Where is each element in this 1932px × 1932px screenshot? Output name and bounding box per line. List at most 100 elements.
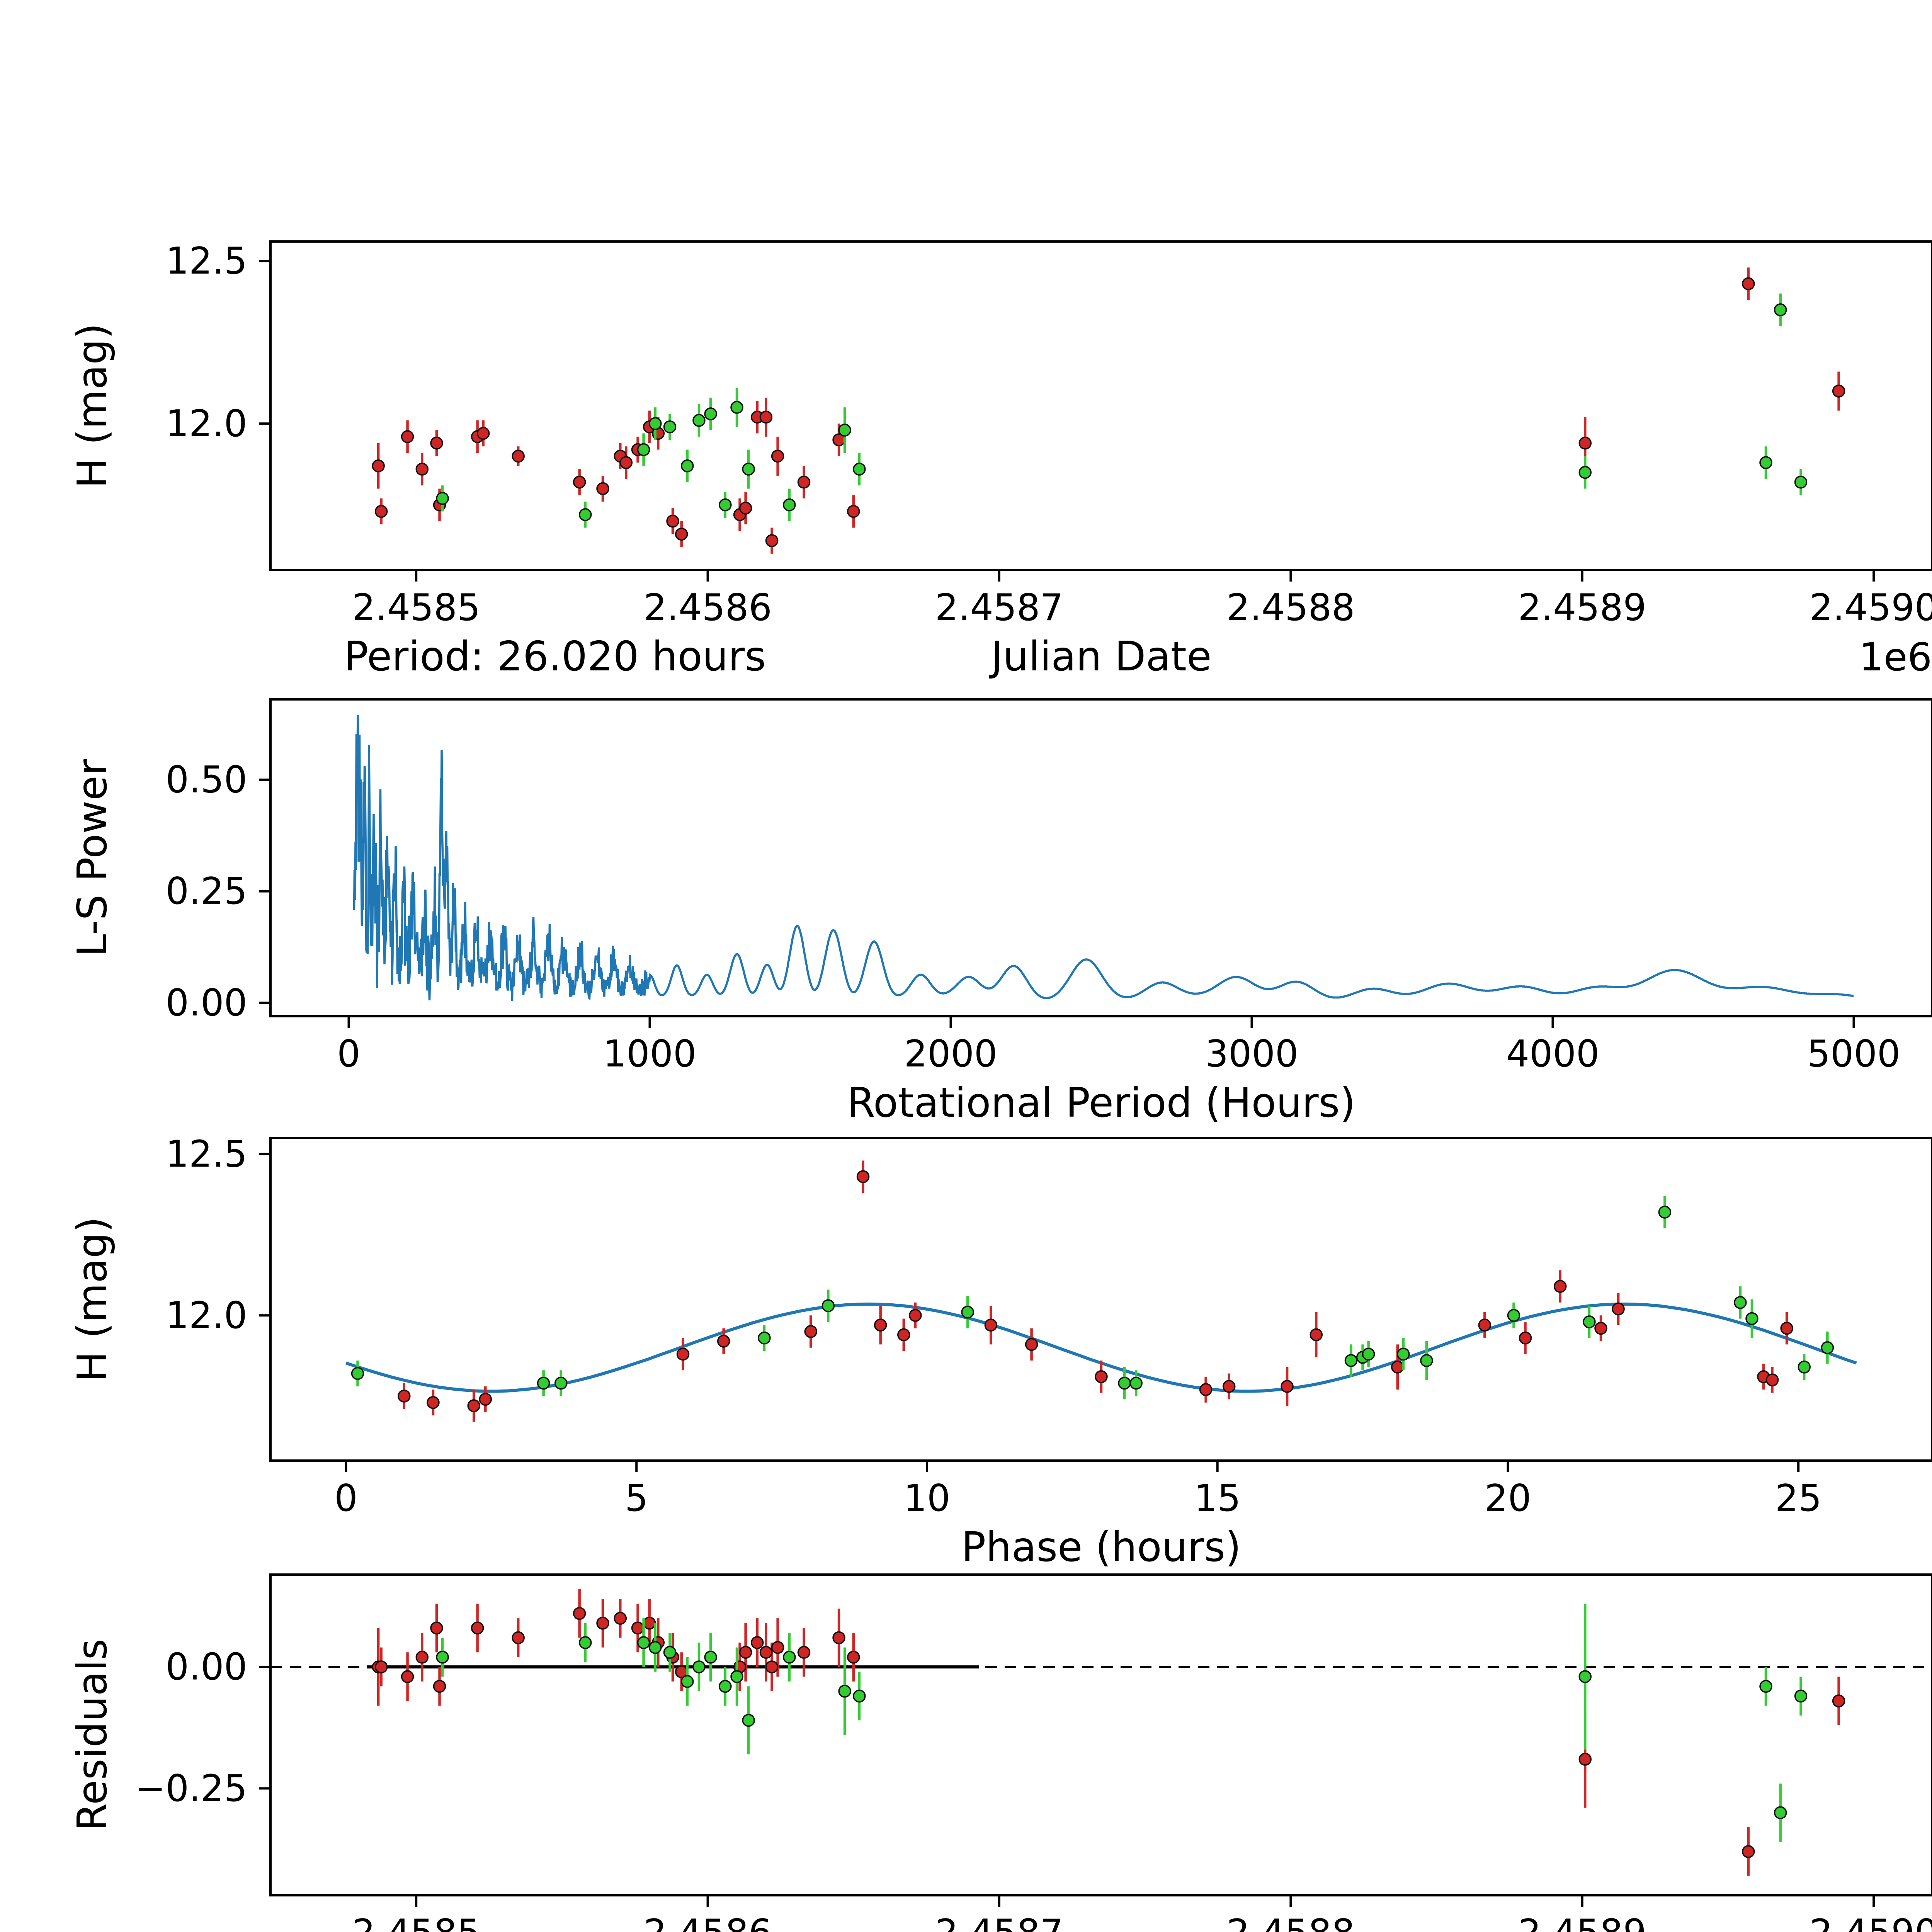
x-tick-label: 2.4585 (352, 1912, 480, 1932)
data-point (1832, 384, 1845, 398)
data-point (874, 1318, 887, 1332)
data-point (401, 430, 414, 443)
data-point (692, 1660, 706, 1673)
y-axis-label: H (mag) (69, 323, 116, 488)
y-tick-label: 0.00 (165, 982, 247, 1024)
data-point (1578, 466, 1592, 479)
data-point (374, 505, 388, 518)
data-point (765, 534, 779, 548)
x-tick-label: 5000 (1807, 1033, 1901, 1075)
data-point (1774, 303, 1787, 316)
y-tick-label: 0.50 (165, 759, 247, 801)
data-point (704, 1651, 717, 1664)
series-green (351, 1196, 1834, 1400)
data-point (1095, 1370, 1108, 1383)
axes-frame (269, 240, 1932, 571)
series-red (398, 1160, 1793, 1422)
data-point (614, 1612, 627, 1625)
data-point (821, 1299, 835, 1312)
x-tick-label: 2.4587 (935, 1912, 1063, 1932)
data-point (1794, 1689, 1808, 1703)
data-point (596, 1617, 609, 1630)
axes-frame (269, 1137, 1932, 1462)
x-tick-label: 3000 (1205, 1033, 1299, 1075)
x-tick-label: 2.4589 (1518, 1912, 1646, 1932)
data-point (847, 1651, 860, 1664)
data-point (704, 407, 717, 420)
panel-residuals: 2.4585 2.4586 2.4587 2.4588 2.4589 2.4590 0.00… (69, 1573, 1932, 1932)
data-point (675, 527, 688, 541)
data-point (436, 492, 449, 505)
data-point (1594, 1321, 1607, 1335)
y-axis-label: Residuals (69, 1639, 116, 1831)
x-axis-label: Rotational Period (Hours) (847, 1079, 1355, 1126)
x-axis-label: Julian Date (988, 633, 1211, 680)
data-point (759, 410, 773, 424)
data-point (596, 482, 609, 495)
data-point (692, 414, 706, 427)
data-point (1129, 1376, 1143, 1390)
data-point (415, 463, 429, 476)
series-red (372, 267, 1845, 554)
series-green (436, 1604, 1808, 1842)
data-point (739, 502, 752, 515)
data-point (838, 423, 851, 437)
data-point (1832, 1694, 1845, 1708)
data-point (1821, 1341, 1834, 1354)
data-point (663, 420, 677, 434)
data-point (1118, 1376, 1131, 1390)
data-point (853, 463, 866, 476)
data-point (719, 498, 732, 512)
axes-frame (269, 1573, 1932, 1896)
data-point (1223, 1380, 1236, 1393)
data-point (401, 1670, 414, 1683)
x-axis-label: Phase (hours) (961, 1524, 1241, 1571)
data-point (1554, 1280, 1567, 1293)
series-green (436, 293, 1808, 528)
data-point (681, 459, 694, 473)
panel-jd_mag: 2.4585 2.4586 2.4587 2.4588 2.4589 2.4590 12.0… (69, 240, 1932, 680)
series-red (372, 1589, 1845, 1876)
data-point (1519, 1331, 1532, 1345)
data-point (681, 1675, 694, 1688)
y-tick-label: 12.5 (165, 240, 247, 282)
y-tick-label: 12.0 (165, 403, 247, 445)
data-point (554, 1376, 568, 1390)
data-point (1583, 1315, 1596, 1328)
x-tick-label: 2000 (904, 1033, 998, 1075)
data-point (436, 1651, 449, 1664)
data-point (719, 1680, 732, 1693)
data-point (427, 1396, 440, 1409)
data-point (739, 1646, 752, 1659)
data-point (374, 1660, 388, 1673)
period-annotation: Period: 26.020 hours (344, 633, 766, 680)
x-tick-label: 4000 (1506, 1033, 1600, 1075)
x-tick-label: 2.4587 (935, 587, 1063, 629)
data-point (1765, 1373, 1779, 1386)
data-point (537, 1376, 550, 1390)
data-point (1281, 1380, 1294, 1393)
x-tick-label: 2.4585 (352, 587, 480, 629)
data-point (717, 1335, 730, 1348)
y-tick-label: 12.0 (165, 1294, 247, 1337)
data-point (783, 498, 796, 512)
data-point (1391, 1361, 1404, 1374)
x-tick-label: 15 (1194, 1477, 1241, 1520)
x-tick-label: 10 (904, 1477, 951, 1520)
data-point (1742, 277, 1755, 291)
data-point (663, 1646, 677, 1659)
data-point (1759, 456, 1772, 469)
data-point (512, 449, 525, 463)
data-point (897, 1328, 910, 1342)
panel-phase: 0 5 10 15 20 25 12.0 12.5 Phase (hours) H (mag) (69, 1133, 1932, 1571)
x-tick-label: 2.4589 (1518, 587, 1646, 629)
data-point (1420, 1354, 1433, 1367)
data-point (1578, 1753, 1592, 1766)
data-point (676, 1347, 690, 1361)
data-point (758, 1331, 771, 1345)
data-point (637, 443, 650, 456)
data-point (649, 417, 662, 430)
data-point (984, 1318, 998, 1332)
data-point (1344, 1354, 1358, 1367)
